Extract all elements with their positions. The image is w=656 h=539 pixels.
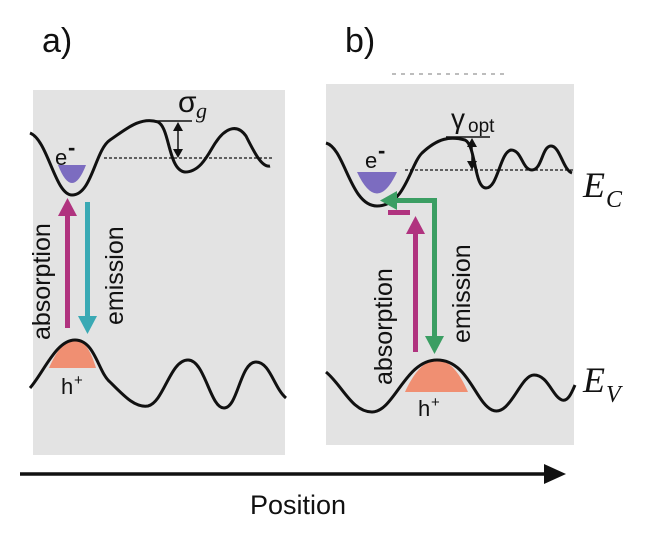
panel-a-hole-label: h: [61, 374, 73, 399]
panel-a-absorption-label: absorption: [28, 223, 56, 340]
panel-a-label: a): [42, 22, 72, 60]
panel-b-emission-arrow-horizontal: [397, 198, 437, 203]
panel-b-label: b): [345, 22, 375, 60]
panel-a-hole-sup: +: [74, 372, 83, 389]
panel-a-absorption-arrowhead: [58, 198, 77, 216]
panel-a-sigma-arrowhead-down: [173, 149, 183, 158]
panel-b-gamma-symbol: γ: [451, 103, 465, 134]
panel-a-emission-arrow-shaft: [85, 202, 90, 318]
panel-b-absorption-arrow-horizontal: [388, 210, 410, 215]
panel-b-electron-pool: [357, 172, 397, 194]
panel-b-conduction-band: [325, 136, 573, 208]
panel-a-sigma-subscript: g: [196, 98, 207, 123]
valence-band-label: E: [582, 360, 605, 400]
panel-a-conduction-band: [29, 119, 271, 197]
panel-b-hole-pool: [405, 360, 468, 392]
panel-a-electron-pool: [58, 165, 86, 183]
panel-a-sigma-arrowhead-up: [173, 122, 183, 131]
panel-a-emission-label: emission: [101, 226, 129, 325]
panel-b-gamma-subscript: opt: [468, 116, 495, 137]
panel-a-emission-arrowhead: [78, 316, 97, 334]
panel-b-gamma-arrowhead-down: [467, 161, 477, 170]
panel-b-gamma-arrowhead-up: [467, 138, 477, 147]
panel-b-emission-arrow-shaft: [432, 198, 437, 338]
panel-b-emission-arrowhead-left: [380, 191, 397, 210]
panel-a-valence-band: [28, 338, 288, 410]
panel-b-electron-sup: -: [378, 138, 385, 163]
panel-b-absorption-label: absorption: [370, 268, 398, 385]
panel-b-valence-band: [325, 358, 577, 414]
panel-b-emission-arrowhead: [425, 336, 444, 354]
panel-b-hole-sup: +: [431, 394, 440, 411]
panel-b-absorption-arrowhead: [406, 216, 425, 234]
panel-b-electron-label: e: [365, 148, 377, 173]
panel-b-absorption-arrow-shaft: [413, 232, 418, 352]
panel-b-hole-label: h: [418, 396, 430, 421]
panel-a-electron-sup: -: [68, 135, 75, 160]
panel-b-emission-label: emission: [448, 244, 476, 343]
position-axis-label: Position: [250, 490, 346, 520]
panel-a-absorption-arrow-shaft: [65, 214, 70, 328]
valence-band-subscript: V: [606, 382, 623, 408]
panel-a-sigma-symbol: σ: [178, 86, 197, 119]
panel-a-hole-pool: [49, 340, 96, 368]
panel-a-electron-label: e: [55, 145, 67, 170]
position-axis-arrowhead: [544, 464, 566, 484]
conduction-band-label: E: [582, 165, 605, 205]
conduction-band-subscript: C: [606, 187, 623, 213]
